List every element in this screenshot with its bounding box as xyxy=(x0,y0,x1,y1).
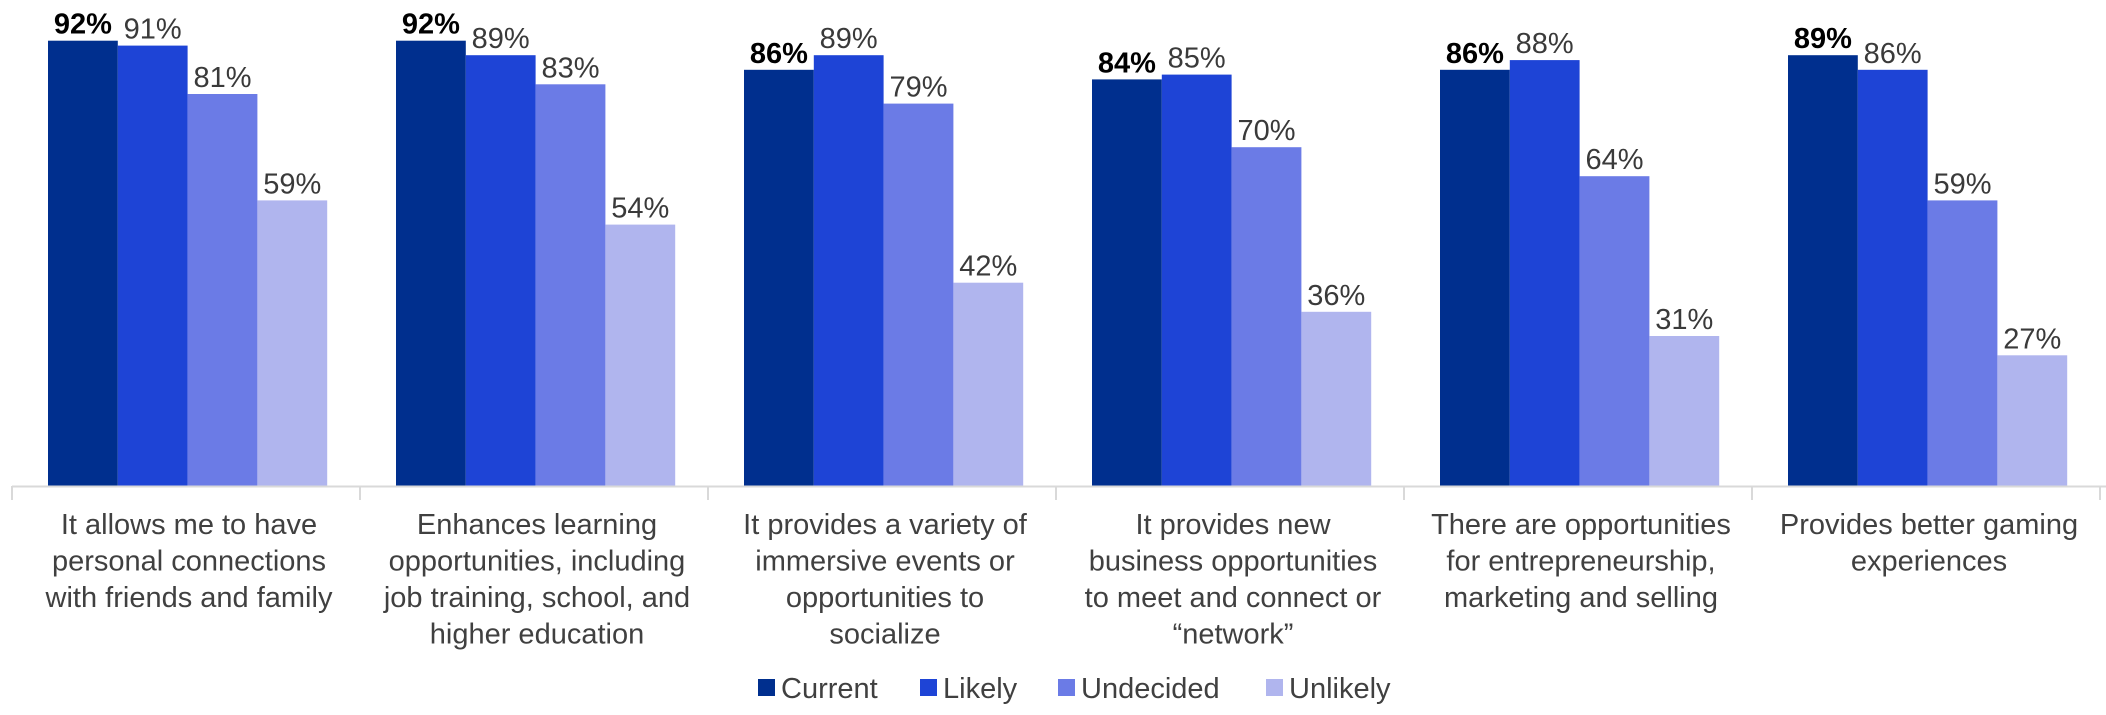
bar xyxy=(1927,200,1998,486)
legend-swatch xyxy=(1058,679,1075,696)
data-label: 83% xyxy=(541,52,599,84)
category-label-line: “network” xyxy=(1173,619,1294,651)
category-label: Enhances learning opportunities, includin… xyxy=(383,509,690,651)
data-label: 85% xyxy=(1168,43,1226,75)
category-label-line: higher education xyxy=(430,619,644,651)
bar xyxy=(1301,311,1372,486)
data-label: 54% xyxy=(611,193,669,225)
data-label: 92% xyxy=(54,9,112,41)
bar xyxy=(813,55,884,486)
data-label: 42% xyxy=(959,251,1017,283)
data-label: 88% xyxy=(1516,28,1574,60)
data-label: 89% xyxy=(820,23,878,55)
bar xyxy=(744,69,814,487)
series-unlikely-group: 59% 54% 42% 36% 31% 27% xyxy=(257,168,2068,486)
category-label: It allows me to have personal connections… xyxy=(45,509,333,614)
series-likely-group: 91% 89% 89% 85% 88% 86% xyxy=(117,14,1928,487)
category-label-line: It provides a variety of xyxy=(743,509,1028,541)
category-label-line: business opportunities xyxy=(1089,546,1378,578)
legend-label: Likely xyxy=(943,673,1018,705)
bar xyxy=(1231,147,1302,486)
bar xyxy=(187,94,258,486)
legend-swatch xyxy=(758,679,775,696)
bar xyxy=(953,282,1024,486)
category-label-line: job training, school, and xyxy=(383,582,690,614)
category-label-line: with friends and family xyxy=(45,582,333,614)
bar xyxy=(1509,60,1580,486)
category-label-line: opportunities to xyxy=(786,582,984,614)
category-label-line: opportunities, including xyxy=(389,546,686,578)
legend-label: Undecided xyxy=(1081,673,1220,705)
legend: Current Likely Undecided Unlikely xyxy=(758,673,1391,705)
bar xyxy=(1440,69,1510,487)
category-label: It provides a variety of immersive events… xyxy=(743,509,1028,651)
bar xyxy=(465,55,536,486)
bar xyxy=(117,45,188,486)
category-label-line: Provides better gaming xyxy=(1780,509,2078,541)
data-label: 89% xyxy=(472,23,530,55)
bar xyxy=(535,84,606,487)
data-label: 70% xyxy=(1237,115,1295,147)
data-label: 89% xyxy=(1794,23,1852,55)
legend-swatch xyxy=(1266,679,1283,696)
data-label: 92% xyxy=(402,9,460,41)
data-label: 91% xyxy=(124,14,182,46)
data-label: 27% xyxy=(2003,323,2061,355)
series-undecided-group: 81% 83% 79% 70% 64% 59% xyxy=(187,52,1998,487)
bar xyxy=(883,103,954,486)
category-label-line: Enhances learning xyxy=(417,509,657,541)
bar xyxy=(257,200,328,486)
bar xyxy=(1649,336,1720,486)
category-label: Provides better gaming experiences xyxy=(1780,509,2078,578)
bar xyxy=(1857,69,1928,487)
bar xyxy=(48,40,118,486)
data-label: 59% xyxy=(263,168,321,200)
category-label: It provides new business opportunities to … xyxy=(1085,509,1382,651)
data-label: 86% xyxy=(1864,38,1922,70)
category-label-line: It provides new xyxy=(1135,509,1331,541)
category-label-line: personal connections xyxy=(52,546,326,578)
legend-label: Unlikely xyxy=(1289,673,1391,705)
category-label-line: There are opportunities xyxy=(1431,509,1731,541)
legend-label: Current xyxy=(781,673,878,705)
data-label: 31% xyxy=(1655,304,1713,336)
data-label: 36% xyxy=(1307,280,1365,312)
category-label-line: to meet and connect or xyxy=(1085,582,1382,614)
bar xyxy=(605,224,676,486)
bar xyxy=(1161,74,1232,486)
category-label-line: experiences xyxy=(1851,546,2007,578)
bar xyxy=(1092,79,1162,487)
data-label: 59% xyxy=(1933,168,1991,200)
series-current-group: 92% 92% 86% 84% 86% 89% xyxy=(48,9,1858,487)
bar xyxy=(1788,55,1858,486)
category-label-line: socialize xyxy=(829,619,940,651)
bar xyxy=(396,40,466,486)
category-label-line: marketing and selling xyxy=(1444,582,1718,614)
bar xyxy=(1997,355,2068,486)
data-label: 84% xyxy=(1098,47,1156,79)
legend-swatch xyxy=(920,679,937,696)
data-label: 86% xyxy=(750,38,808,70)
data-label: 64% xyxy=(1585,144,1643,176)
bar xyxy=(1579,176,1650,486)
data-label: 81% xyxy=(193,62,251,94)
data-label: 79% xyxy=(889,72,947,104)
category-label-line: It allows me to have xyxy=(61,509,317,541)
data-label: 86% xyxy=(1446,38,1504,70)
category-label-line: immersive events or xyxy=(755,546,1015,578)
category-label: There are opportunities for entrepreneurs… xyxy=(1431,509,1731,614)
category-label-line: for entrepreneurship, xyxy=(1446,546,1715,578)
